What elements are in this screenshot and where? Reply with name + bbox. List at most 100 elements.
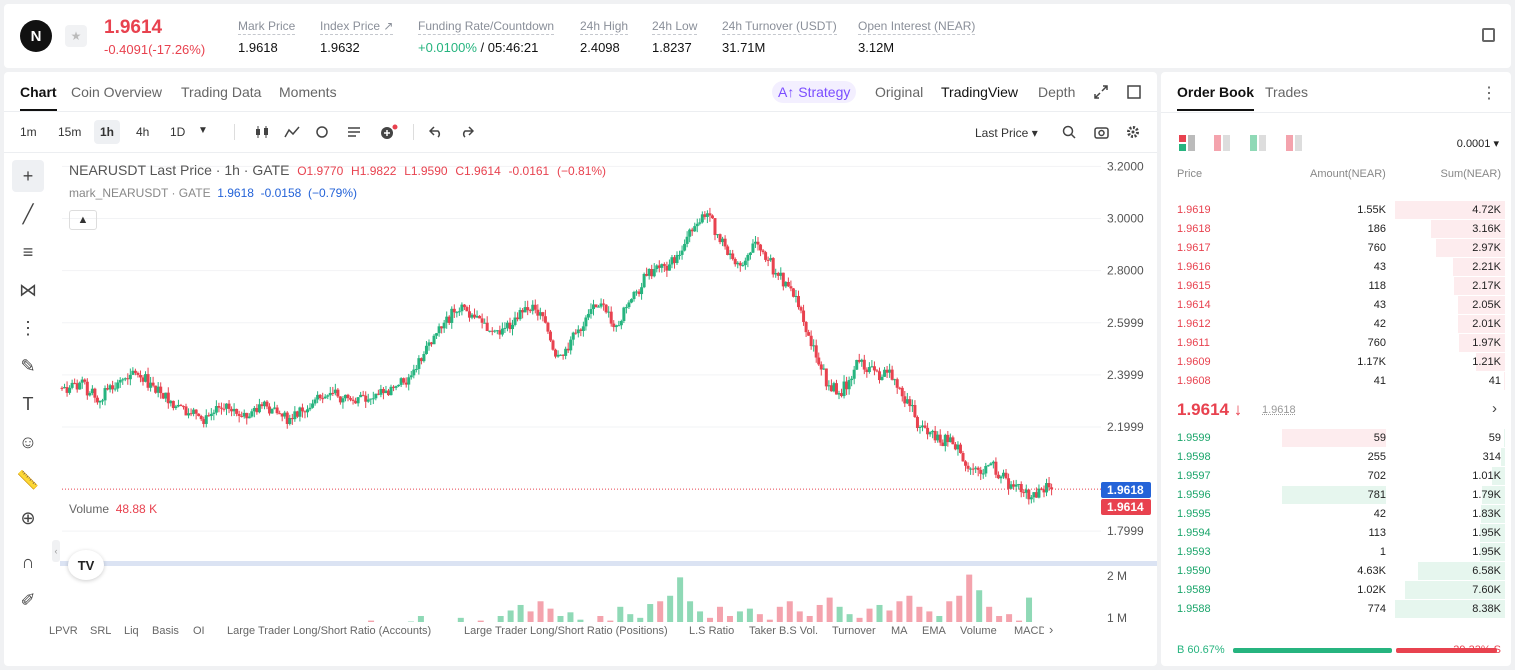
view-original[interactable]: Original	[875, 84, 924, 100]
candle-body	[764, 252, 768, 260]
redo-icon[interactable]	[460, 126, 474, 138]
bid-row[interactable]: 1.9590 4.63K 6.58K	[1161, 562, 1511, 581]
funding-countdown: / 05:46:21	[476, 40, 539, 55]
zoom-in-icon[interactable]: ⊕	[20, 507, 36, 528]
more-options-icon[interactable]: ⋮	[1481, 85, 1497, 102]
candle-body	[505, 322, 509, 328]
search-icon[interactable]	[1062, 125, 1076, 139]
pencil-icon[interactable]: ✐	[20, 589, 36, 610]
tab-trading-data[interactable]: Trading Data	[181, 84, 262, 100]
candle-body	[151, 382, 155, 386]
ruler-icon[interactable]: 📏	[16, 469, 40, 490]
ask-row[interactable]: 1.9615 118 2.17K	[1161, 277, 1511, 296]
indicator-item[interactable]: Liq	[124, 625, 139, 637]
text-icon[interactable]: T	[22, 393, 34, 414]
trend-line-icon[interactable]: ╱	[22, 203, 34, 224]
indicator-item[interactable]: Turnover	[832, 625, 876, 637]
bid-row[interactable]: 1.9599 59 59	[1161, 429, 1511, 448]
indicator-item[interactable]: SRL	[90, 625, 112, 637]
header-amount: Amount(NEAR)	[1310, 168, 1386, 180]
indicator-item[interactable]: MA	[891, 625, 908, 637]
tab-order-book[interactable]: Order Book	[1177, 84, 1255, 111]
tab-chart[interactable]: Chart	[20, 84, 57, 111]
ask-row[interactable]: 1.9611 760 1.97K	[1161, 334, 1511, 353]
ask-row[interactable]: 1.9614 43 2.05K	[1161, 296, 1511, 315]
indicator-item[interactable]: EMA	[922, 625, 946, 637]
view-depth[interactable]: Depth	[1038, 84, 1076, 100]
bid-row[interactable]: 1.9597 702 1.01K	[1161, 467, 1511, 486]
candle-body	[604, 304, 608, 313]
price-type-select[interactable]: Last Price ▾	[975, 126, 1038, 140]
indicator-item[interactable]: L.S Ratio	[689, 625, 735, 637]
tab-trades[interactable]: Trades	[1265, 84, 1309, 100]
bid-row[interactable]: 1.9595 42 1.83K	[1161, 505, 1511, 524]
ask-row[interactable]: 1.9616 43 2.21K	[1161, 258, 1511, 277]
interval-1m[interactable]: 1m	[20, 125, 37, 139]
view-tradingview[interactable]: TradingView	[941, 84, 1019, 100]
indicator-item[interactable]: MACD	[1014, 625, 1044, 637]
window-icon[interactable]	[1127, 85, 1141, 99]
candle-body	[723, 238, 727, 247]
view-both-icon[interactable]	[1179, 135, 1195, 151]
bid-row[interactable]: 1.9598 255 314	[1161, 448, 1511, 467]
bid-row[interactable]: 1.9594 113 1.95K	[1161, 524, 1511, 543]
horizontal-lines-icon[interactable]: ≡	[22, 241, 34, 262]
bid-row[interactable]: 1.9596 781 1.79K	[1161, 486, 1511, 505]
volume-bar	[816, 604, 823, 622]
indicator-item[interactable]: OI	[193, 625, 205, 637]
price-chart[interactable]: 3.2000 3.0000 2.8000 2.5999 2.3999 2.1999 1.79…	[4, 152, 1157, 622]
ask-row[interactable]: 1.9619 1.55K 4.72K	[1161, 201, 1511, 220]
indicator-item[interactable]: LPVR	[49, 625, 78, 637]
emoji-icon[interactable]: ☺	[18, 431, 38, 452]
stat-index-price[interactable]: Index Price ↗ 1.9632	[320, 19, 394, 55]
candle-type-icon[interactable]	[254, 125, 270, 139]
magnet-icon[interactable]: ∩	[21, 551, 35, 572]
undo-icon[interactable]	[429, 126, 443, 138]
collapse-toolbar-icon[interactable]: ‹	[52, 540, 60, 562]
compare-icon[interactable]	[315, 125, 329, 139]
templates-icon[interactable]	[347, 125, 362, 139]
camera-icon[interactable]	[1094, 125, 1109, 139]
ask-row[interactable]: 1.9618 186 3.16K	[1161, 220, 1511, 239]
bid-row[interactable]: 1.9589 1.02K 7.60K	[1161, 581, 1511, 600]
bid-row[interactable]: 1.9593 1 1.95K	[1161, 543, 1511, 562]
ask-row[interactable]: 1.9612 42 2.01K	[1161, 315, 1511, 334]
interval-1h[interactable]: 1h	[94, 120, 121, 144]
bid-row[interactable]: 1.9588 774 8.38K	[1161, 600, 1511, 619]
pattern-icon[interactable]: ⋈	[19, 279, 37, 300]
chevron-right-icon[interactable]: ›	[1492, 400, 1497, 417]
tab-moments[interactable]: Moments	[279, 84, 337, 100]
candle-body	[609, 311, 613, 324]
tab-coin-overview[interactable]: Coin Overview	[71, 84, 163, 100]
interval-4h[interactable]: 4h	[136, 125, 150, 139]
expand-icon[interactable]	[1094, 85, 1108, 99]
view-asks-icon[interactable]	[1214, 135, 1230, 151]
brush-icon[interactable]: ✎	[20, 355, 36, 376]
indicator-item[interactable]: Basis	[152, 625, 179, 637]
view-bids-icon[interactable]	[1250, 135, 1266, 151]
volume-bar	[677, 577, 684, 622]
ask-row[interactable]: 1.9608 41 41	[1161, 372, 1511, 391]
fib-icon[interactable]: ⋮	[19, 317, 37, 338]
notebook-icon[interactable]	[1482, 28, 1495, 42]
favorite-star-icon[interactable]: ★	[65, 25, 87, 47]
candle-body	[741, 265, 745, 267]
strategy-button[interactable]: A↑ Strategy	[772, 81, 857, 103]
view-depth-icon[interactable]	[1286, 135, 1302, 151]
crosshair-icon[interactable]: +	[12, 160, 44, 192]
interval-dropdown-icon[interactable]: ▼	[198, 125, 208, 136]
indicator-item[interactable]: Large Trader Long/Short Ratio (Accounts)	[227, 625, 432, 637]
indicator-scroll-right-icon[interactable]: ›	[1049, 622, 1054, 637]
indicator-item[interactable]: Large Trader Long/Short Ratio (Positions…	[464, 625, 668, 637]
precision-select[interactable]: 0.0001 ▾	[1456, 138, 1499, 150]
legend-collapse-icon[interactable]: ▲	[69, 210, 97, 230]
indicator-item[interactable]: Volume	[960, 625, 997, 637]
interval-15m[interactable]: 15m	[58, 125, 82, 139]
ask-row[interactable]: 1.9609 1.17K 1.21K	[1161, 353, 1511, 372]
settings-gear-icon[interactable]	[1126, 125, 1140, 139]
indicator-item[interactable]: Taker B.S Vol.	[749, 625, 819, 637]
ask-row[interactable]: 1.9617 760 2.97K	[1161, 239, 1511, 258]
interval-1d[interactable]: 1D	[170, 125, 186, 139]
indicators-icon[interactable]	[284, 125, 300, 139]
alert-add-icon[interactable]	[379, 124, 399, 140]
